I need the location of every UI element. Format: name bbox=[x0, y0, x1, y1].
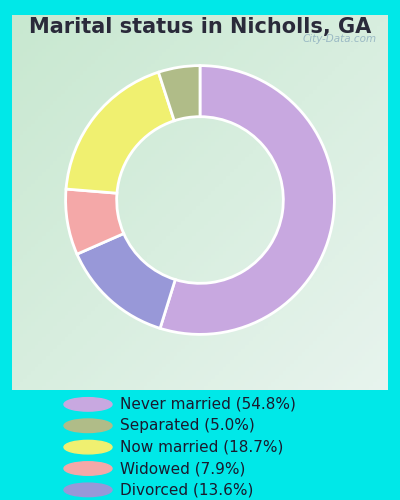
Text: Never married (54.8%): Never married (54.8%) bbox=[120, 397, 296, 412]
Circle shape bbox=[64, 419, 112, 432]
Text: Separated (5.0%): Separated (5.0%) bbox=[120, 418, 255, 433]
Text: Marital status in Nicholls, GA: Marital status in Nicholls, GA bbox=[29, 18, 371, 38]
Circle shape bbox=[64, 398, 112, 411]
Text: City-Data.com: City-Data.com bbox=[302, 34, 377, 44]
Text: Divorced (13.6%): Divorced (13.6%) bbox=[120, 482, 253, 498]
Circle shape bbox=[64, 440, 112, 454]
Wedge shape bbox=[160, 66, 334, 334]
Wedge shape bbox=[158, 66, 200, 121]
Wedge shape bbox=[66, 72, 174, 193]
Text: Now married (18.7%): Now married (18.7%) bbox=[120, 440, 283, 454]
Circle shape bbox=[64, 462, 112, 475]
Circle shape bbox=[64, 483, 112, 496]
Wedge shape bbox=[77, 234, 175, 328]
Wedge shape bbox=[66, 189, 124, 254]
Text: Widowed (7.9%): Widowed (7.9%) bbox=[120, 461, 245, 476]
